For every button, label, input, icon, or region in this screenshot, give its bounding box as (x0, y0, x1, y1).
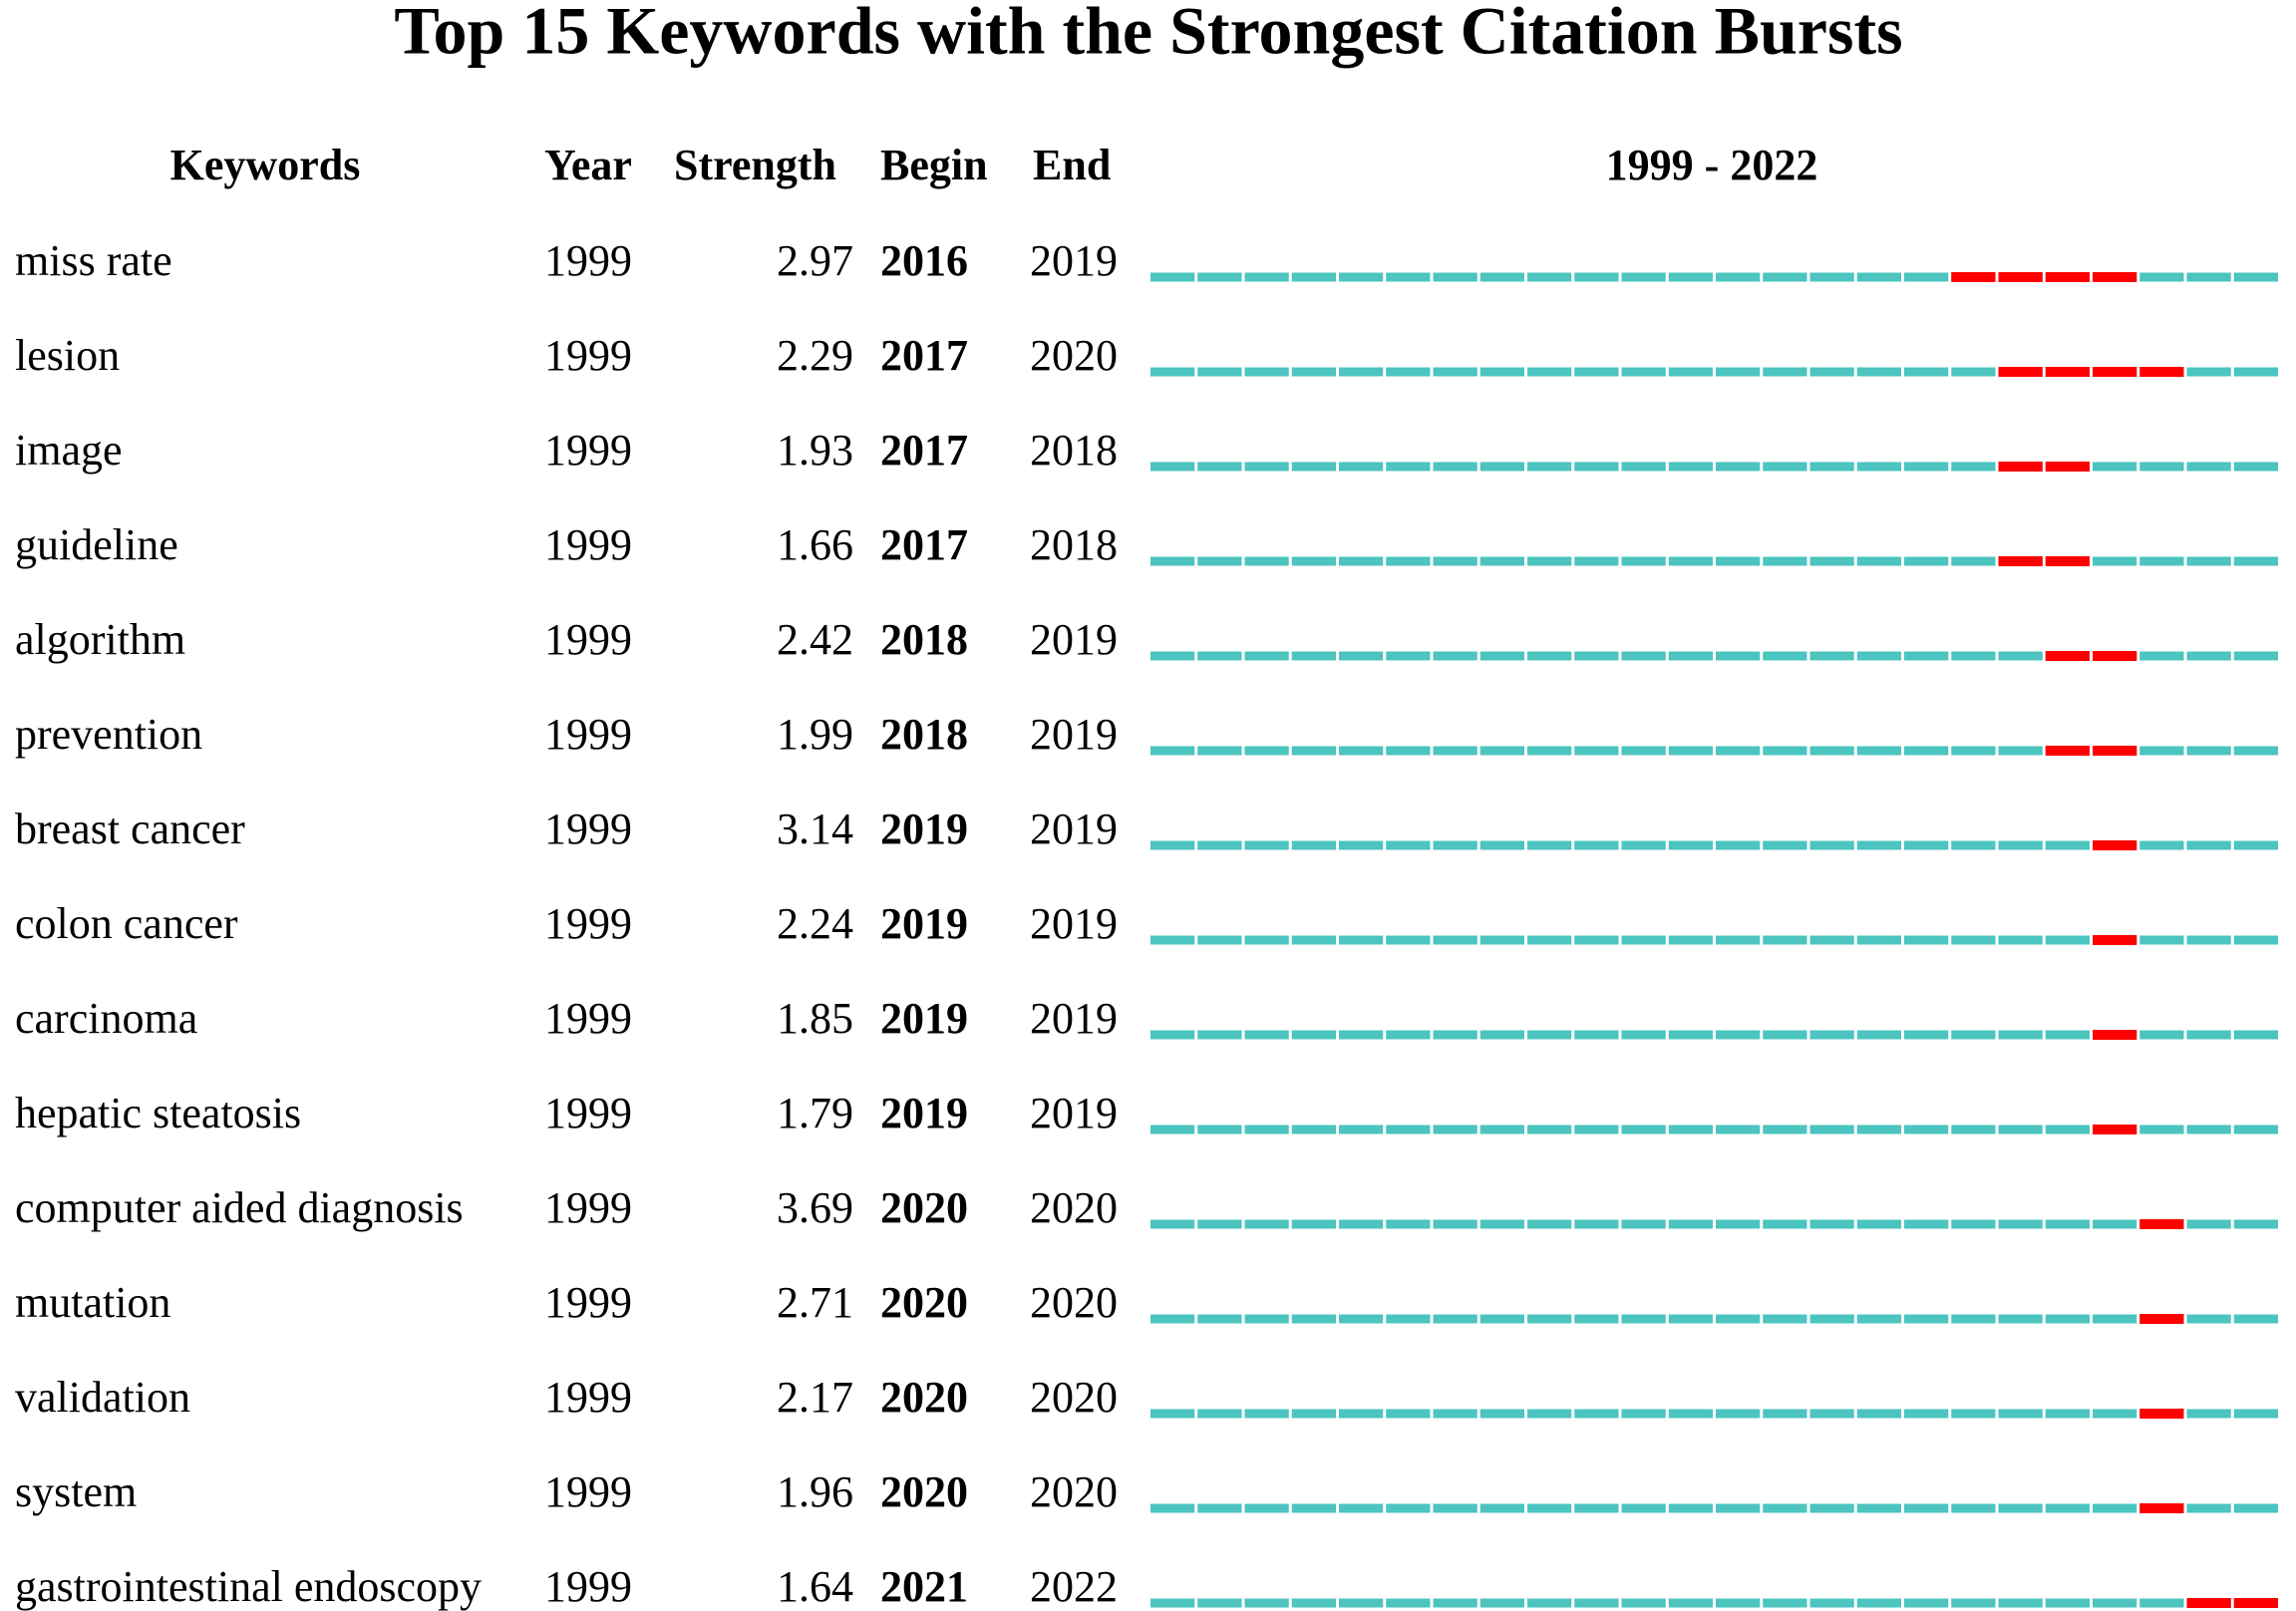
begin: 2020 (880, 1467, 968, 1516)
strength: 1.64 (777, 1562, 853, 1611)
strength: 2.24 (777, 899, 853, 948)
year: 1999 (544, 1183, 632, 1232)
range-header: 1999 - 2022 (1606, 141, 1818, 189)
year: 1999 (544, 331, 632, 380)
keyword: breast cancer (15, 805, 245, 853)
end: 2019 (1030, 805, 1118, 853)
year: 1999 (544, 615, 632, 664)
column-header: Begin (880, 141, 988, 189)
column-header: Keywords (170, 141, 361, 189)
year: 1999 (544, 520, 632, 569)
strength: 1.85 (777, 994, 853, 1043)
keyword: gastrointestinal endoscopy (15, 1562, 482, 1611)
strength: 2.71 (777, 1278, 853, 1327)
end: 2022 (1030, 1562, 1118, 1611)
keyword: algorithm (15, 615, 185, 664)
keyword: prevention (15, 710, 202, 759)
begin: 2017 (880, 426, 968, 475)
end: 2019 (1030, 994, 1118, 1043)
keyword: lesion (15, 331, 120, 380)
column-header: Year (544, 141, 632, 189)
keyword: hepatic steatosis (15, 1089, 301, 1137)
begin: 2019 (880, 899, 968, 948)
year: 1999 (544, 236, 632, 285)
keyword: guideline (15, 520, 178, 569)
strength: 1.99 (777, 710, 853, 759)
chart-title: Top 15 Keywords with the Strongest Citat… (394, 0, 1902, 69)
begin: 2019 (880, 1089, 968, 1137)
keyword: colon cancer (15, 899, 238, 948)
end: 2019 (1030, 710, 1118, 759)
end: 2019 (1030, 899, 1118, 948)
keyword: system (15, 1467, 137, 1516)
end: 2020 (1030, 331, 1118, 380)
end: 2019 (1030, 236, 1118, 285)
begin: 2020 (880, 1278, 968, 1327)
column-header: End (1033, 141, 1111, 189)
strength: 3.69 (777, 1183, 853, 1232)
begin: 2018 (880, 615, 968, 664)
end: 2019 (1030, 1089, 1118, 1137)
begin: 2017 (880, 520, 968, 569)
keyword: carcinoma (15, 994, 197, 1043)
strength: 1.93 (777, 426, 853, 475)
year: 1999 (544, 426, 632, 475)
strength: 1.96 (777, 1467, 853, 1516)
keyword: mutation (15, 1278, 170, 1327)
year: 1999 (544, 1562, 632, 1611)
begin: 2018 (880, 710, 968, 759)
begin: 2017 (880, 331, 968, 380)
strength: 2.42 (777, 615, 853, 664)
year: 1999 (544, 710, 632, 759)
year: 1999 (544, 805, 632, 853)
strength: 2.17 (777, 1373, 853, 1422)
begin: 2020 (880, 1183, 968, 1232)
strength: 1.66 (777, 520, 853, 569)
year: 1999 (544, 1467, 632, 1516)
end: 2019 (1030, 615, 1118, 664)
strength: 2.29 (777, 331, 853, 380)
strength: 3.14 (777, 805, 853, 853)
end: 2020 (1030, 1373, 1118, 1422)
end: 2020 (1030, 1183, 1118, 1232)
begin: 2021 (880, 1562, 968, 1611)
year: 1999 (544, 1278, 632, 1327)
strength: 2.97 (777, 236, 853, 285)
begin: 2020 (880, 1373, 968, 1422)
keyword: image (15, 426, 123, 475)
year: 1999 (544, 994, 632, 1043)
end: 2018 (1030, 520, 1118, 569)
begin: 2016 (880, 236, 968, 285)
year: 1999 (544, 1089, 632, 1137)
begin: 2019 (880, 805, 968, 853)
keyword: validation (15, 1373, 190, 1422)
strength: 1.79 (777, 1089, 853, 1137)
column-header: Strength (674, 141, 836, 189)
keyword: computer aided diagnosis (15, 1183, 464, 1232)
year: 1999 (544, 899, 632, 948)
end: 2018 (1030, 426, 1118, 475)
end: 2020 (1030, 1467, 1118, 1516)
year: 1999 (544, 1373, 632, 1422)
end: 2020 (1030, 1278, 1118, 1327)
keyword: miss rate (15, 236, 172, 285)
begin: 2019 (880, 994, 968, 1043)
